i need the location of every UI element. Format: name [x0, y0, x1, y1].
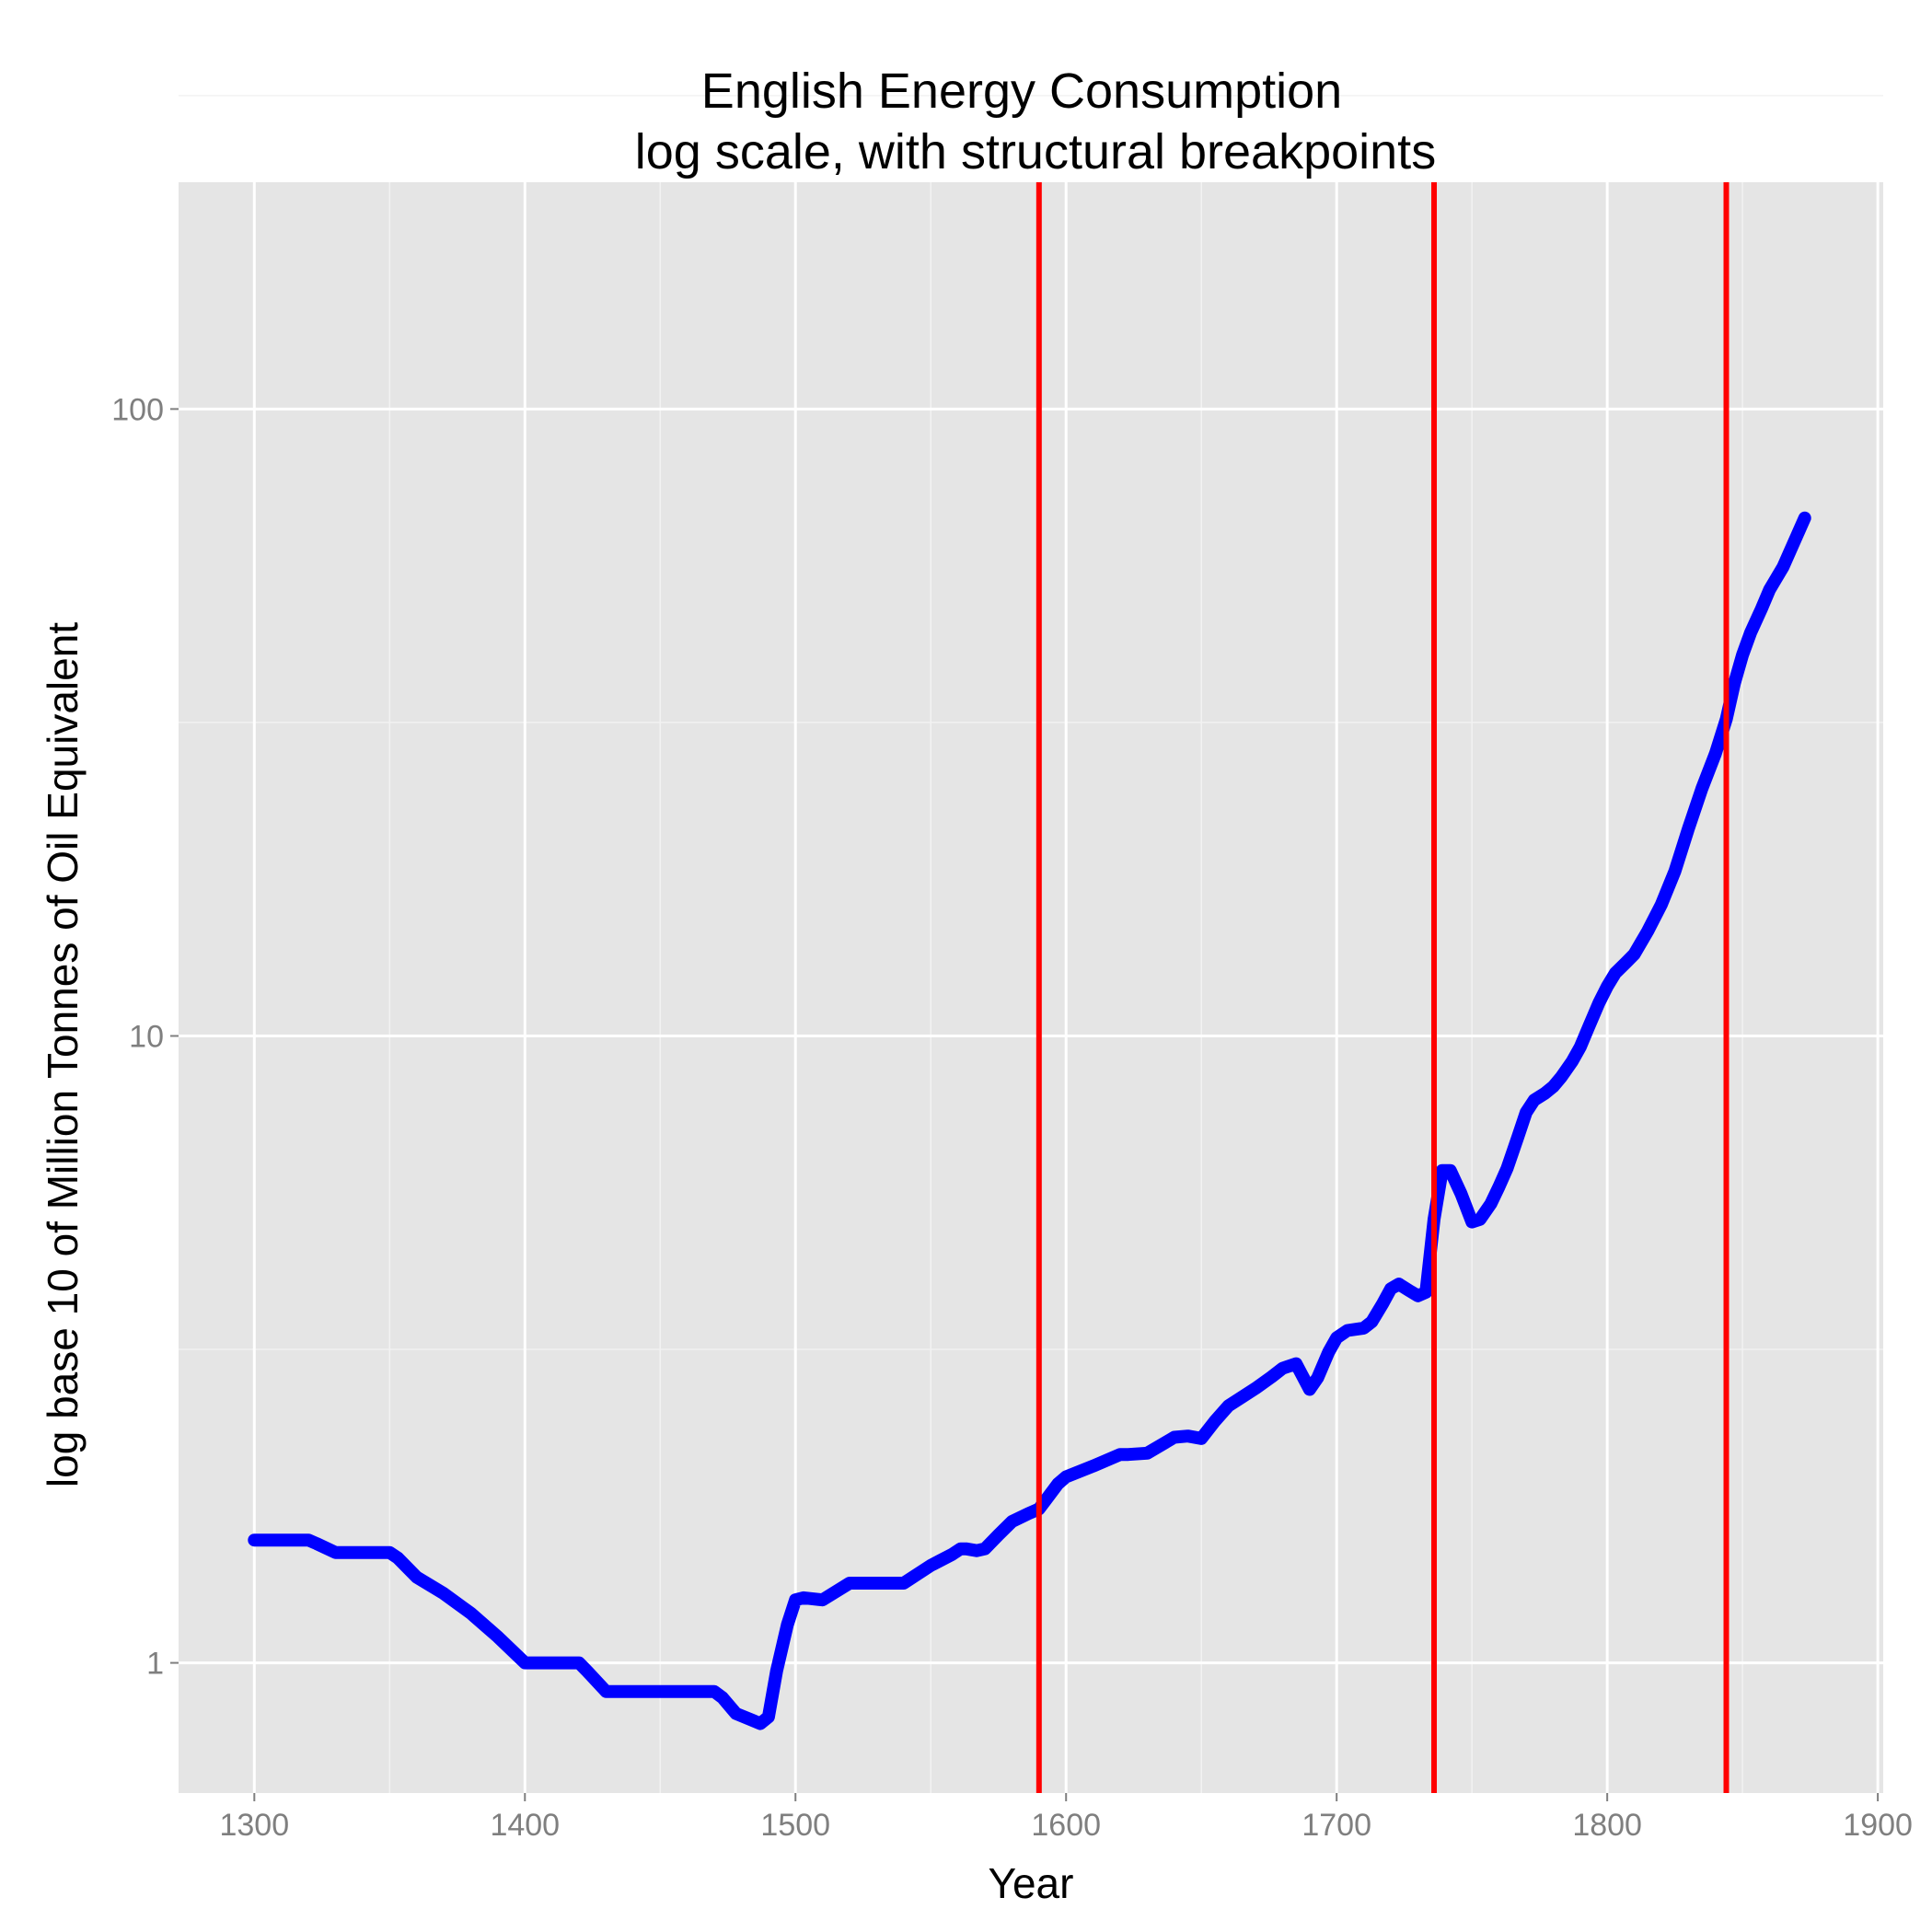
series-line [248, 511, 1811, 1730]
x-tick-label: 1900 [1843, 1808, 1913, 1843]
x-axis-title: Year [989, 1859, 1074, 1907]
x-tick-label: 1800 [1572, 1808, 1642, 1843]
y-axis-title: log base 10 of Million Tonnes of Oil Equ… [39, 622, 87, 1487]
x-tick-label: 1300 [219, 1808, 289, 1843]
plot-panel [179, 182, 1883, 1793]
x-tick-label: 1600 [1031, 1808, 1101, 1843]
x-tick-label: 1700 [1301, 1808, 1371, 1843]
y-tick-label: 1 [146, 1647, 164, 1682]
chart-subtitle: log scale, with structural breakpoints [635, 124, 1436, 179]
x-tick-label: 1400 [490, 1808, 560, 1843]
plot-layer: 1300 1400 1500 1600 1700 1800 1900 1 10 100 [111, 95, 1913, 1843]
y-tick-label: 100 [111, 392, 164, 427]
y-tick-label: 10 [129, 1019, 164, 1054]
x-tick-label: 1500 [760, 1808, 830, 1843]
chart-title: English Energy Consumption [701, 64, 1342, 119]
